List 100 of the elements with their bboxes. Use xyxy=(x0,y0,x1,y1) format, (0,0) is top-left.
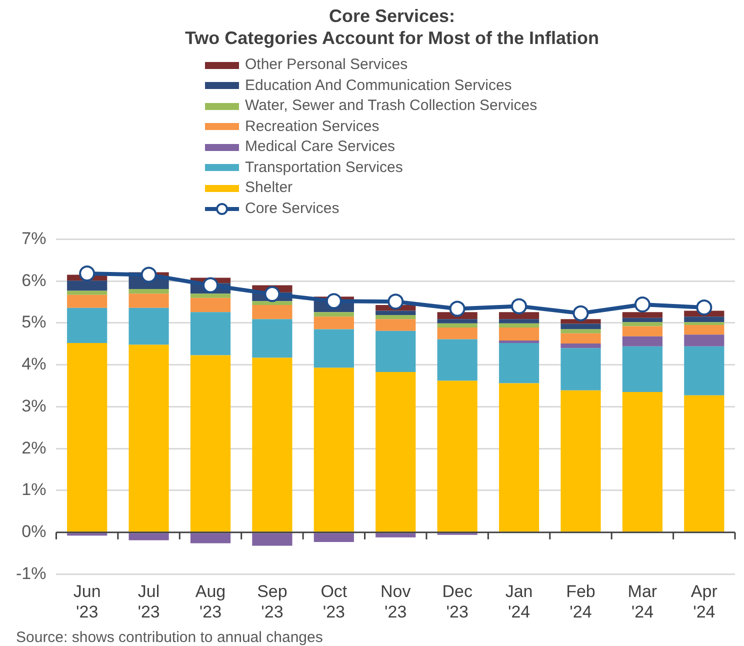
bar xyxy=(684,316,724,322)
x-tick-label: Aug '23 xyxy=(195,582,226,622)
bar xyxy=(252,358,292,532)
bar xyxy=(560,348,601,390)
y-tick-label: 5% xyxy=(22,312,46,332)
bar xyxy=(622,392,662,532)
bar xyxy=(190,298,231,312)
bar xyxy=(314,368,354,532)
bar xyxy=(190,294,231,298)
bar xyxy=(437,339,478,381)
bar xyxy=(560,343,601,348)
bar xyxy=(67,533,108,536)
bar xyxy=(622,322,662,326)
bar xyxy=(314,329,354,368)
bar xyxy=(314,316,354,330)
bar xyxy=(622,346,662,392)
bar xyxy=(622,326,662,336)
legend-label: Education And Communication Services xyxy=(245,76,512,96)
point xyxy=(264,286,280,302)
legend-label: Core Services xyxy=(245,198,340,218)
legend-label: Water, Sewer and Trash Collection Services xyxy=(245,96,538,116)
bar xyxy=(67,290,108,295)
bar xyxy=(498,328,540,341)
bar xyxy=(128,289,169,294)
y-tick-label: 0% xyxy=(22,522,46,542)
bar xyxy=(67,280,108,291)
bar xyxy=(498,383,540,532)
x-tick-label: Sep '23 xyxy=(257,582,288,622)
bar xyxy=(437,319,478,324)
legend-label: Transportation Services xyxy=(245,158,403,178)
bar xyxy=(622,318,662,322)
point xyxy=(572,305,589,322)
bar xyxy=(252,319,292,358)
bar xyxy=(67,294,108,308)
bar xyxy=(560,324,601,330)
point xyxy=(202,277,218,294)
point xyxy=(696,299,712,316)
bar xyxy=(437,328,478,340)
x-tick-label: Nov '23 xyxy=(380,582,412,622)
source-note: Source: shows contribution to annual changes xyxy=(16,629,324,646)
bar xyxy=(684,322,724,326)
bar xyxy=(376,372,416,532)
bar xyxy=(622,336,662,346)
point xyxy=(634,296,650,313)
bar xyxy=(128,533,169,540)
bar xyxy=(437,323,478,328)
bar xyxy=(252,301,292,305)
bar xyxy=(376,319,416,331)
x-tick-label: Oct '23 xyxy=(320,582,348,622)
bar xyxy=(190,312,231,356)
bar xyxy=(128,344,169,532)
y-tick-label: 4% xyxy=(22,354,46,374)
x-tick-label: Jun '23 xyxy=(73,582,101,622)
y-tick-label: 2% xyxy=(22,438,46,458)
y-tick-label: 3% xyxy=(22,396,46,416)
bar xyxy=(252,304,292,320)
y-tick-label: 7% xyxy=(22,228,46,248)
bar xyxy=(67,308,108,344)
legend-label: Other Personal Services xyxy=(245,55,408,75)
x-tick-label: Dec '23 xyxy=(442,582,473,622)
bar xyxy=(190,355,231,532)
y-tick-label: 6% xyxy=(22,270,46,290)
legend-label: Shelter xyxy=(245,178,293,198)
legend-label: Recreation Services xyxy=(245,116,380,136)
bar xyxy=(622,312,662,318)
bar xyxy=(560,329,601,334)
y-tick-label: -1% xyxy=(16,564,46,583)
bar xyxy=(190,533,231,544)
bar xyxy=(498,319,540,324)
bar xyxy=(376,310,416,315)
x-tick-label: Feb '24 xyxy=(566,582,596,622)
x-tick-label: Mar '24 xyxy=(628,582,658,622)
bar xyxy=(560,390,601,532)
bar xyxy=(437,380,478,532)
point xyxy=(79,266,96,282)
bar xyxy=(684,346,724,396)
y-tick-label: 1% xyxy=(22,480,46,500)
bar xyxy=(560,333,601,344)
bar xyxy=(128,308,169,345)
bar xyxy=(684,395,724,532)
bar xyxy=(498,340,540,344)
bar xyxy=(128,294,169,308)
x-tick-label: Apr '24 xyxy=(690,582,718,622)
bar xyxy=(498,312,540,320)
bar xyxy=(560,319,601,324)
point xyxy=(140,266,157,283)
bar xyxy=(376,330,416,372)
bar xyxy=(684,334,724,346)
bar xyxy=(498,323,540,328)
point xyxy=(511,298,528,314)
bar xyxy=(376,314,416,320)
x-tick-label: Jan '24 xyxy=(505,582,533,622)
bar xyxy=(314,312,354,317)
x-tick-label: Jul '23 xyxy=(138,582,160,622)
bar xyxy=(252,533,292,546)
point xyxy=(388,294,404,310)
bar xyxy=(498,343,540,384)
point xyxy=(326,293,342,310)
bar xyxy=(684,325,724,335)
bar xyxy=(314,533,354,542)
